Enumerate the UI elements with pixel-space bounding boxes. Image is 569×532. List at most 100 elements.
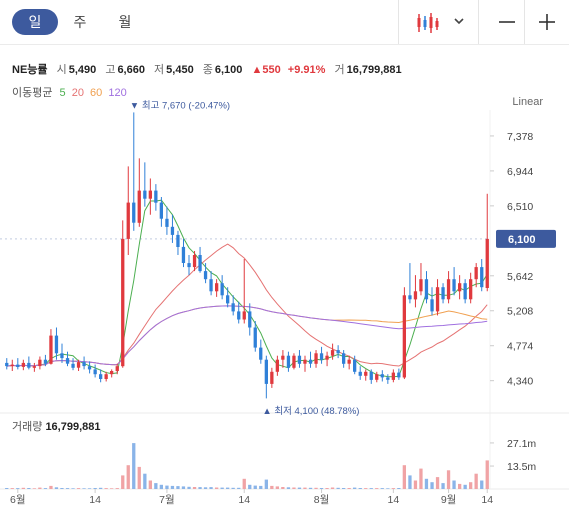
volume-panel-value: 16,799,881 [45,421,101,433]
volume-bar [408,475,412,489]
candle-body [226,295,230,304]
candle-body [43,359,48,364]
candle-body [248,311,252,328]
moving-average-60-line [6,305,488,367]
candle-body [347,359,351,364]
volume-bar [192,487,197,489]
zoom-in-button[interactable] [532,10,562,34]
ma-legend-title: 이동평균 [12,87,53,99]
candle-body [32,366,36,368]
candle-body [435,287,440,312]
tab-weekly[interactable]: 주 [73,14,87,30]
volume-bar [176,486,180,489]
candle-body [76,362,81,368]
volume-bar [154,483,158,489]
candle-body [458,283,462,292]
candle-body [264,359,268,384]
candle-body [87,366,92,370]
candle-body [314,353,318,364]
candle-body [364,371,368,376]
volume-bar [159,484,163,490]
volume-bar [314,487,318,489]
candle-body [60,353,64,359]
volume-bar [126,465,130,489]
open-value: 5,490 [68,64,97,76]
volume-bar [369,488,373,489]
candle-body [115,366,119,371]
volume-bar [264,479,268,489]
candle-body [319,353,324,360]
candle-body [330,350,335,356]
volume-bar [10,488,14,489]
x-tick-label: 14 [481,494,493,506]
volume-bar [419,468,423,489]
volume-bar [474,473,478,489]
volume-bar [446,470,451,489]
volume-bar [93,488,97,489]
candle-body [104,374,108,379]
volume-bar [358,488,362,489]
candle-body [446,279,451,300]
high-price-marker: ▼ 최고 7,670 (-20.47%) [130,100,230,111]
volume-bar [275,486,279,489]
stock-name: NE능률 [12,64,48,76]
candle-body [325,355,329,360]
candle-body [209,279,213,292]
volume-bar [27,488,31,489]
volume-bar [480,480,484,489]
candle-body [132,202,136,223]
candle-body [342,353,346,364]
tab-monthly[interactable]: 월 [118,14,132,30]
volume-bar [5,488,9,489]
candle-body [485,238,489,288]
x-tick-label: 14 [238,494,250,506]
candle-body [49,335,53,364]
period-tab-bar: 일 주 월 [0,0,569,44]
candle-body [82,362,86,367]
volume-bar [435,477,440,489]
candle-body [71,363,75,368]
change-percent: +9.91% [287,64,326,76]
candle-body [286,355,291,368]
zoom-out-button[interactable] [492,10,522,34]
volume-bar [87,488,92,489]
candle-body [253,327,257,348]
volume-tick-label: 13.5m [507,461,536,473]
volume-value: 16,799,881 [346,64,402,76]
volume-bar [386,488,390,489]
candle-body [297,355,302,364]
up-triangle-icon: ▲ [251,64,263,76]
chart-type-button[interactable] [400,0,478,44]
candle-body [441,287,445,300]
tab-daily[interactable]: 일 [12,9,58,35]
candle-body [397,372,401,378]
volume-bar [297,487,302,489]
x-tick-label: 9월 [441,494,457,506]
current-price-tag [496,229,556,248]
candle-body [54,335,59,354]
volume-bar [143,473,147,489]
divider [478,0,479,44]
scale-mode-button[interactable]: Linear [512,96,543,108]
volume-bar [485,460,489,489]
divider [524,0,525,44]
volume-bar [215,487,219,489]
volume-bar [281,487,285,489]
volume-bar [71,488,75,489]
price-tick-label: 7,378 [507,131,533,143]
candle-body [159,202,163,219]
x-tick-label: 14 [388,494,400,506]
candle-body [358,371,362,376]
candle-body [402,295,406,378]
volume-bar [353,487,357,489]
price-tick-label: 4,340 [507,376,533,388]
volume-bar [380,488,384,489]
volume-bar [308,487,313,489]
volume-bar [347,488,351,489]
candle-body [16,364,20,367]
volume-bar [364,488,368,489]
candle-body [292,355,296,368]
volume-bar [397,488,401,489]
moving-average-120-line [6,305,488,367]
